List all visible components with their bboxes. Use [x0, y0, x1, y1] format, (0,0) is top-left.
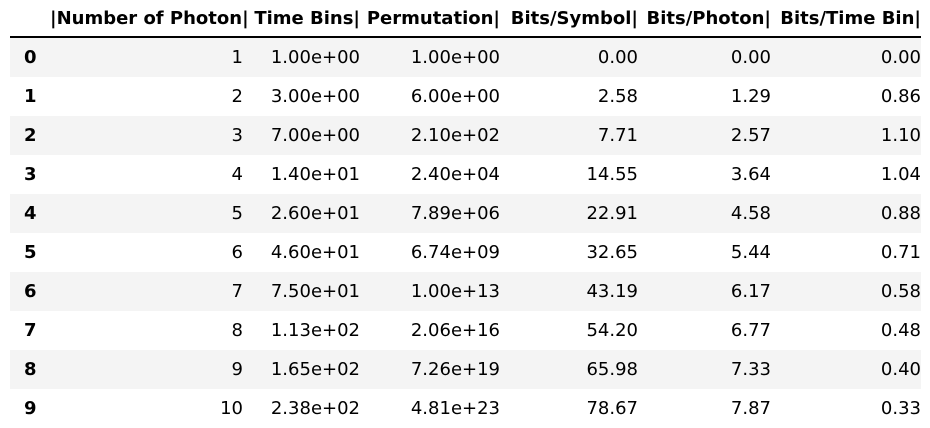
row-index: 8 — [24, 359, 37, 380]
cell-number-of-photon: 9 — [231, 359, 243, 380]
cell-bits-per-photon: 7.33 — [730, 359, 771, 380]
row-index: 3 — [24, 164, 37, 185]
cell-bits-per-photon: 6.77 — [730, 320, 771, 341]
cell-bits-per-symbol: 14.55 — [586, 164, 638, 185]
cell-bits-per-symbol: 32.65 — [586, 242, 638, 263]
cell-bits-per-time-bin: 1.10 — [880, 125, 921, 146]
cell-bits-per-time-bin: 0.88 — [880, 203, 921, 224]
cell-bits-per-time-bin: 0.71 — [880, 242, 921, 263]
column-header-number-of-photon: |Number of Photon| — [50, 0, 249, 38]
cell-number-of-photon: 5 — [231, 203, 243, 224]
cell-number-of-photon: 6 — [231, 242, 243, 263]
cell-time-bins: 1.40e+01 — [270, 164, 360, 185]
table-row: 0 1 1.00e+00 1.00e+00 0.00 0.00 0.00 — [10, 37, 921, 77]
cell-number-of-photon: 4 — [231, 164, 243, 185]
cell-permutation: 1.00e+13 — [410, 281, 500, 302]
cell-number-of-photon: 8 — [231, 320, 243, 341]
row-index: 1 — [24, 86, 37, 107]
table-row: 5 6 4.60e+01 6.74e+09 32.65 5.44 0.71 — [10, 233, 921, 272]
cell-permutation: 2.10e+02 — [410, 125, 500, 146]
cell-number-of-photon: 7 — [231, 281, 243, 302]
column-header-bits-per-symbol: Bits/Symbol| — [500, 0, 638, 38]
cell-bits-per-symbol: 54.20 — [586, 320, 638, 341]
cell-bits-per-photon: 1.29 — [730, 86, 771, 107]
cell-permutation: 2.06e+16 — [410, 320, 500, 341]
cell-bits-per-symbol: 43.19 — [586, 281, 638, 302]
cell-time-bins: 2.60e+01 — [270, 203, 360, 224]
cell-bits-per-symbol: 22.91 — [586, 203, 638, 224]
cell-time-bins: 7.00e+00 — [270, 125, 360, 146]
cell-bits-per-symbol: 2.58 — [597, 86, 638, 107]
cell-bits-per-symbol: 0.00 — [597, 47, 638, 68]
cell-bits-per-time-bin: 0.48 — [880, 320, 921, 341]
cell-bits-per-symbol: 7.71 — [597, 125, 638, 146]
cell-number-of-photon: 3 — [231, 125, 243, 146]
cell-bits-per-time-bin: 0.58 — [880, 281, 921, 302]
dataframe-table: |Number of Photon| Time Bins| Permutatio… — [10, 0, 921, 428]
cell-bits-per-photon: 0.00 — [730, 47, 771, 68]
row-index: 5 — [24, 242, 37, 263]
cell-bits-per-symbol: 65.98 — [586, 359, 638, 380]
column-header-permutation: Permutation| — [360, 0, 500, 38]
cell-time-bins: 1.00e+00 — [270, 47, 360, 68]
cell-bits-per-photon: 7.87 — [730, 398, 771, 419]
cell-time-bins: 4.60e+01 — [270, 242, 360, 263]
cell-number-of-photon: 1 — [231, 47, 243, 68]
row-index: 9 — [24, 398, 37, 419]
cell-permutation: 1.00e+00 — [410, 47, 500, 68]
cell-bits-per-photon: 5.44 — [730, 242, 771, 263]
table-row: 4 5 2.60e+01 7.89e+06 22.91 4.58 0.88 — [10, 194, 921, 233]
table-row: 9 10 2.38e+02 4.81e+23 78.67 7.87 0.33 — [10, 389, 921, 428]
cell-permutation: 7.26e+19 — [410, 359, 500, 380]
cell-number-of-photon: 2 — [231, 86, 243, 107]
table-row: 1 2 3.00e+00 6.00e+00 2.58 1.29 0.86 — [10, 77, 921, 116]
column-header-bits-per-time-bin: Bits/Time Bin| — [771, 0, 921, 38]
cell-permutation: 6.74e+09 — [410, 242, 500, 263]
cell-time-bins: 3.00e+00 — [270, 86, 360, 107]
cell-time-bins: 7.50e+01 — [270, 281, 360, 302]
table-row: 6 7 7.50e+01 1.00e+13 43.19 6.17 0.58 — [10, 272, 921, 311]
cell-bits-per-photon: 4.58 — [730, 203, 771, 224]
cell-bits-per-photon: 2.57 — [730, 125, 771, 146]
column-header-bits-per-photon: Bits/Photon| — [638, 0, 771, 38]
row-index: 6 — [24, 281, 37, 302]
header-row: |Number of Photon| Time Bins| Permutatio… — [10, 0, 921, 38]
table-body: 0 1 1.00e+00 1.00e+00 0.00 0.00 0.00 1 2 3.00e+00… — [10, 37, 921, 428]
dataframe-table-container: |Number of Photon| Time Bins| Permutatio… — [10, 0, 921, 428]
cell-bits-per-time-bin: 1.04 — [880, 164, 921, 185]
cell-bits-per-symbol: 78.67 — [586, 398, 638, 419]
cell-permutation: 6.00e+00 — [410, 86, 500, 107]
cell-time-bins: 1.65e+02 — [270, 359, 360, 380]
table-row: 7 8 1.13e+02 2.06e+16 54.20 6.77 0.48 — [10, 311, 921, 350]
row-index: 7 — [24, 320, 37, 341]
table-row: 3 4 1.40e+01 2.40e+04 14.55 3.64 1.04 — [10, 155, 921, 194]
cell-time-bins: 2.38e+02 — [270, 398, 360, 419]
column-header-time-bins: Time Bins| — [243, 0, 360, 38]
cell-bits-per-time-bin: 0.86 — [880, 86, 921, 107]
cell-permutation: 7.89e+06 — [410, 203, 500, 224]
row-index: 4 — [24, 203, 37, 224]
cell-bits-per-time-bin: 0.33 — [880, 398, 921, 419]
cell-time-bins: 1.13e+02 — [270, 320, 360, 341]
cell-bits-per-time-bin: 0.00 — [880, 47, 921, 68]
cell-bits-per-time-bin: 0.40 — [880, 359, 921, 380]
table-header: |Number of Photon| Time Bins| Permutatio… — [10, 0, 921, 38]
cell-permutation: 4.81e+23 — [410, 398, 500, 419]
row-index: 0 — [24, 47, 37, 68]
cell-bits-per-photon: 6.17 — [730, 281, 771, 302]
index-header — [10, 0, 50, 38]
row-index: 2 — [24, 125, 37, 146]
table-row: 8 9 1.65e+02 7.26e+19 65.98 7.33 0.40 — [10, 350, 921, 389]
cell-permutation: 2.40e+04 — [410, 164, 500, 185]
cell-number-of-photon: 10 — [220, 398, 243, 419]
table-row: 2 3 7.00e+00 2.10e+02 7.71 2.57 1.10 — [10, 116, 921, 155]
cell-bits-per-photon: 3.64 — [730, 164, 771, 185]
